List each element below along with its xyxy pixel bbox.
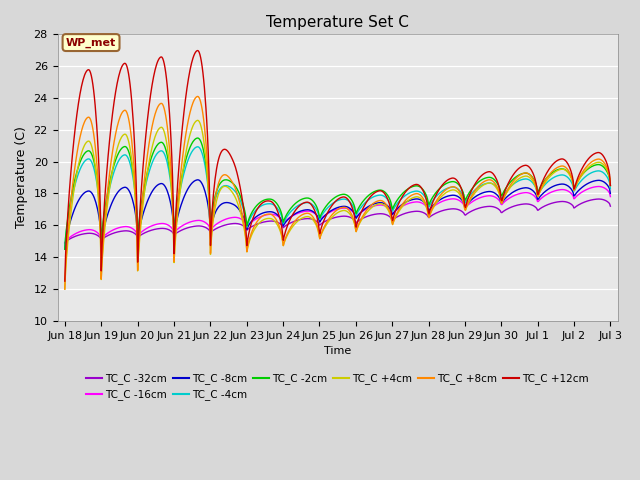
Y-axis label: Temperature (C): Temperature (C) [15, 127, 28, 228]
Text: WP_met: WP_met [66, 37, 116, 48]
Legend: TC_C -32cm, TC_C -16cm, TC_C -8cm, TC_C -4cm, TC_C -2cm, TC_C +4cm, TC_C +8cm, T: TC_C -32cm, TC_C -16cm, TC_C -8cm, TC_C … [82, 369, 593, 405]
Title: Temperature Set C: Temperature Set C [266, 15, 409, 30]
X-axis label: Time: Time [324, 346, 351, 356]
